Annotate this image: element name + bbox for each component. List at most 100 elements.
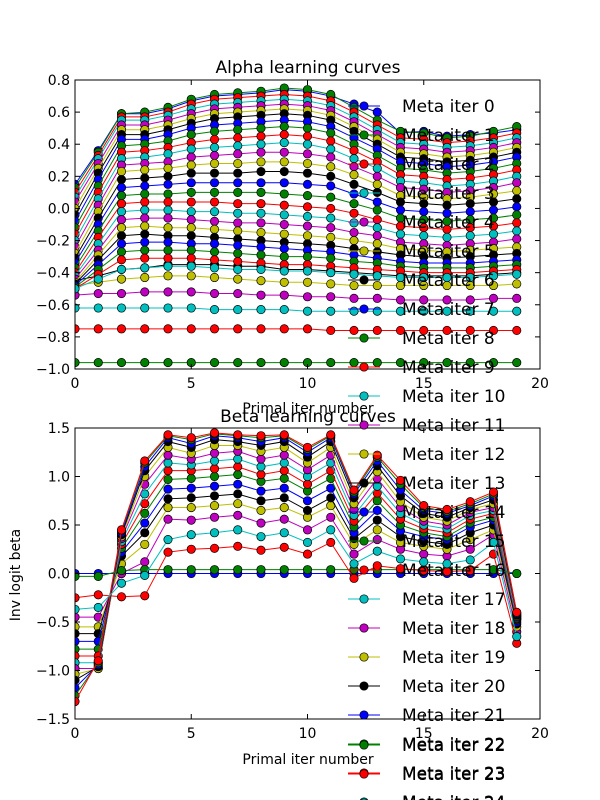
data-point (512, 269, 522, 279)
legend-entry: Meta iter 19 (348, 648, 506, 668)
data-point (349, 199, 359, 209)
data-point (419, 325, 429, 336)
data-point (256, 462, 266, 472)
data-point (512, 226, 522, 236)
data-point (186, 215, 196, 225)
data-point (326, 171, 336, 181)
data-point (488, 537, 499, 548)
data-point (419, 272, 429, 283)
data-point (233, 430, 243, 440)
data-point (326, 279, 336, 289)
data-point (140, 205, 150, 215)
data-point (209, 471, 220, 482)
data-point (116, 303, 127, 313)
legend-label: Meta iter 3 (402, 184, 495, 204)
y-tick-label: 0.6 (48, 105, 70, 121)
extra-series-3 (75, 303, 522, 316)
data-point (512, 178, 522, 188)
data-point (372, 280, 382, 291)
legend-label: Meta iter 23 (402, 765, 506, 785)
legend-marker (359, 507, 369, 517)
data-point (140, 557, 150, 567)
y-tick-label: 1.0 (48, 470, 70, 486)
data-point (186, 245, 196, 255)
data-point (93, 612, 103, 622)
data-point (256, 157, 266, 167)
data-point (209, 464, 220, 474)
data-point (186, 261, 196, 271)
data-point (279, 473, 289, 483)
data-point (372, 205, 382, 215)
data-point (419, 306, 429, 316)
legend-label: Meta iter 2 (402, 155, 495, 175)
data-point (163, 223, 173, 233)
data-point (209, 150, 220, 161)
data-point (140, 456, 150, 466)
data-point (233, 168, 243, 178)
data-point (163, 565, 173, 575)
legend-marker (359, 740, 369, 750)
series-17 (75, 205, 522, 281)
data-point (512, 306, 522, 316)
data-point (326, 203, 336, 213)
data-point (209, 207, 220, 217)
data-point (163, 253, 173, 263)
x-tick-label: 0 (71, 726, 80, 742)
data-point (140, 213, 150, 223)
data-point (116, 274, 127, 284)
data-point (256, 178, 266, 188)
data-point (512, 202, 522, 212)
series-22 (75, 245, 522, 292)
legend-marker (359, 565, 369, 575)
data-point (233, 256, 243, 266)
data-point (186, 565, 196, 575)
legend-entry: Meta iter 11 (348, 416, 506, 436)
data-point (116, 166, 127, 177)
data-point (279, 305, 289, 315)
data-point (326, 181, 336, 191)
data-point (349, 189, 359, 199)
data-point (302, 549, 313, 559)
legend-marker (359, 304, 369, 314)
data-point (209, 456, 220, 466)
data-point (186, 473, 196, 483)
data-point (256, 505, 266, 515)
data-point (465, 272, 475, 283)
data-point (233, 158, 243, 169)
x-tick-label: 5 (187, 726, 196, 742)
data-point (279, 542, 289, 552)
data-point (279, 210, 289, 220)
data-point (349, 154, 359, 164)
data-point (326, 493, 336, 503)
legend-entry: Meta iter 1 (348, 126, 495, 146)
data-point (93, 358, 103, 368)
data-point (372, 179, 382, 189)
data-point (349, 293, 359, 303)
data-point (326, 152, 336, 162)
data-point (256, 131, 266, 141)
y-tick-label: −0.8 (36, 330, 70, 346)
x-tick-label: 0 (71, 376, 80, 392)
data-point (326, 144, 336, 154)
data-point (209, 272, 220, 283)
legend-marker (359, 681, 369, 691)
data-point (279, 166, 289, 177)
data-point (442, 306, 452, 316)
legend-entry: Meta iter 3 (348, 184, 495, 204)
data-point (512, 607, 522, 617)
data-point (209, 239, 220, 249)
data-point (465, 295, 475, 305)
data-point (279, 528, 289, 538)
legend-marker (359, 449, 369, 459)
data-point (140, 197, 150, 207)
data-point (326, 136, 336, 146)
data-point (209, 528, 220, 538)
data-point (209, 358, 220, 368)
data-point (163, 547, 173, 557)
legend-label: Meta iter 24 (402, 793, 506, 800)
data-point (488, 271, 499, 281)
data-point (116, 207, 127, 217)
y-tick-label: −1.0 (36, 664, 70, 680)
data-point (395, 306, 406, 316)
data-point (163, 163, 173, 173)
